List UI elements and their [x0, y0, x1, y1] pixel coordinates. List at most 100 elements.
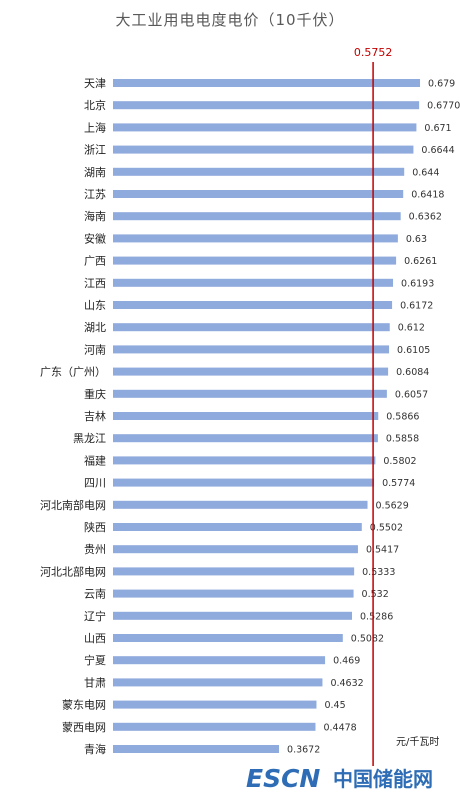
category-label: 贵州 [84, 543, 106, 556]
bar-row: 江西 0.6193 [84, 277, 434, 290]
bar-row: 四川 0.5774 [84, 477, 415, 490]
watermark: ESCN 中国储能网 [246, 764, 433, 793]
category-label: 江苏 [84, 188, 106, 201]
bar [113, 567, 355, 576]
category-label: 黑龙江 [73, 432, 106, 445]
value-label: 0.6418 [411, 190, 444, 201]
bar [113, 301, 393, 309]
value-label: 0.6084 [396, 367, 429, 378]
category-label: 广东（广州） [40, 366, 106, 379]
bar-row: 山西 0.5082 [84, 632, 384, 645]
bar-row: 江苏 0.6418 [84, 188, 444, 201]
value-label: 0.6172 [400, 301, 433, 312]
bar [113, 101, 420, 110]
bar-row: 北京 0.6770 [84, 98, 460, 112]
bar-row: 贵州 0.5417 [84, 543, 399, 556]
bar-row: 安徽 0.63 [84, 231, 427, 245]
category-label: 吉林 [84, 409, 106, 423]
category-label: 河南 [84, 343, 106, 356]
bar [113, 478, 375, 487]
bar [113, 634, 343, 642]
bar-row: 浙江 0.6644 [84, 144, 455, 157]
bar-row: 湖南 0.644 [84, 166, 439, 179]
category-label: 山西 [84, 632, 106, 645]
category-label: 江西 [84, 277, 106, 290]
value-label: 0.5866 [386, 412, 419, 423]
value-label: 0.644 [412, 167, 439, 178]
value-label: 0.5802 [383, 456, 416, 467]
unit-label: 元/千瓦时 [396, 736, 439, 748]
bar [113, 656, 326, 665]
category-label: 甘肃 [84, 676, 106, 689]
value-label: 0.45 [324, 700, 345, 711]
bar-row: 黑龙江 0.5858 [73, 432, 419, 445]
bar-row: 山东 0.6172 [84, 299, 433, 312]
category-label: 广西 [84, 255, 106, 268]
value-label: 0.5417 [366, 545, 399, 556]
bar [113, 611, 353, 620]
bar-row: 青海 0.3672 [84, 742, 320, 756]
bar-row: 蒙西电网 0.4478 [62, 721, 357, 734]
bar [113, 589, 354, 598]
value-label: 0.4632 [330, 678, 363, 689]
value-label: 0.469 [333, 656, 360, 667]
bar-row: 陕西 0.5502 [84, 520, 403, 534]
bar [113, 434, 378, 443]
value-label: 0.532 [362, 589, 389, 600]
bar-row: 河南 0.6105 [84, 343, 430, 356]
value-label: 0.5286 [360, 611, 393, 622]
value-label: 0.6362 [409, 212, 442, 223]
watermark-logo-chinese: 中国储能网 [333, 767, 433, 791]
category-label: 青海 [84, 742, 106, 756]
value-label: 0.5082 [351, 634, 384, 645]
value-label: 0.5333 [362, 567, 395, 578]
category-label: 河北南部电网 [40, 498, 106, 512]
bar [113, 234, 398, 243]
bar [113, 167, 405, 176]
bar-row: 甘肃 0.4632 [84, 676, 364, 689]
bar [113, 722, 316, 731]
bar [113, 79, 421, 87]
bar-row: 吉林 0.5866 [84, 409, 419, 423]
bar [113, 389, 387, 398]
bar [113, 523, 362, 531]
category-label: 天津 [84, 77, 106, 90]
value-label: 0.6193 [401, 278, 434, 289]
bar [113, 678, 323, 687]
bar [113, 500, 368, 509]
bar-row: 河北南部电网 0.5629 [40, 498, 409, 512]
category-label: 北京 [84, 98, 106, 112]
bar-row: 广东（广州） 0.6084 [40, 366, 429, 379]
bar [113, 745, 280, 753]
bar-row: 天津 0.679 [84, 77, 455, 90]
value-label: 0.5774 [382, 478, 415, 489]
value-label: 0.679 [428, 79, 455, 90]
bar-row: 湖北 0.612 [84, 321, 425, 334]
bar [113, 367, 389, 376]
bar [113, 700, 317, 709]
category-label: 湖北 [84, 321, 106, 334]
bar [113, 412, 379, 420]
category-label: 安徽 [84, 231, 106, 245]
bar [113, 256, 397, 265]
category-label: 云南 [84, 588, 106, 601]
bar [113, 145, 414, 154]
bar-row: 福建 0.5802 [84, 453, 417, 467]
bar-row: 海南 0.6362 [84, 209, 442, 223]
value-label: 0.671 [424, 123, 451, 134]
category-label: 重庆 [84, 387, 106, 401]
category-label: 河北北部电网 [40, 564, 106, 578]
value-label: 0.6261 [404, 256, 437, 267]
bar [113, 345, 390, 354]
bar-row: 蒙东电网 0.45 [62, 699, 346, 712]
bar-row: 宁夏 0.469 [84, 653, 360, 667]
bar-row: 河北北部电网 0.5333 [40, 564, 395, 578]
category-label: 山东 [84, 299, 106, 312]
category-label: 辽宁 [84, 609, 106, 623]
reference-line-label: 0.5752 [354, 46, 393, 59]
bar [113, 456, 376, 465]
bar [113, 123, 417, 132]
bar-row: 辽宁 0.5286 [84, 609, 393, 623]
bar [113, 212, 401, 221]
